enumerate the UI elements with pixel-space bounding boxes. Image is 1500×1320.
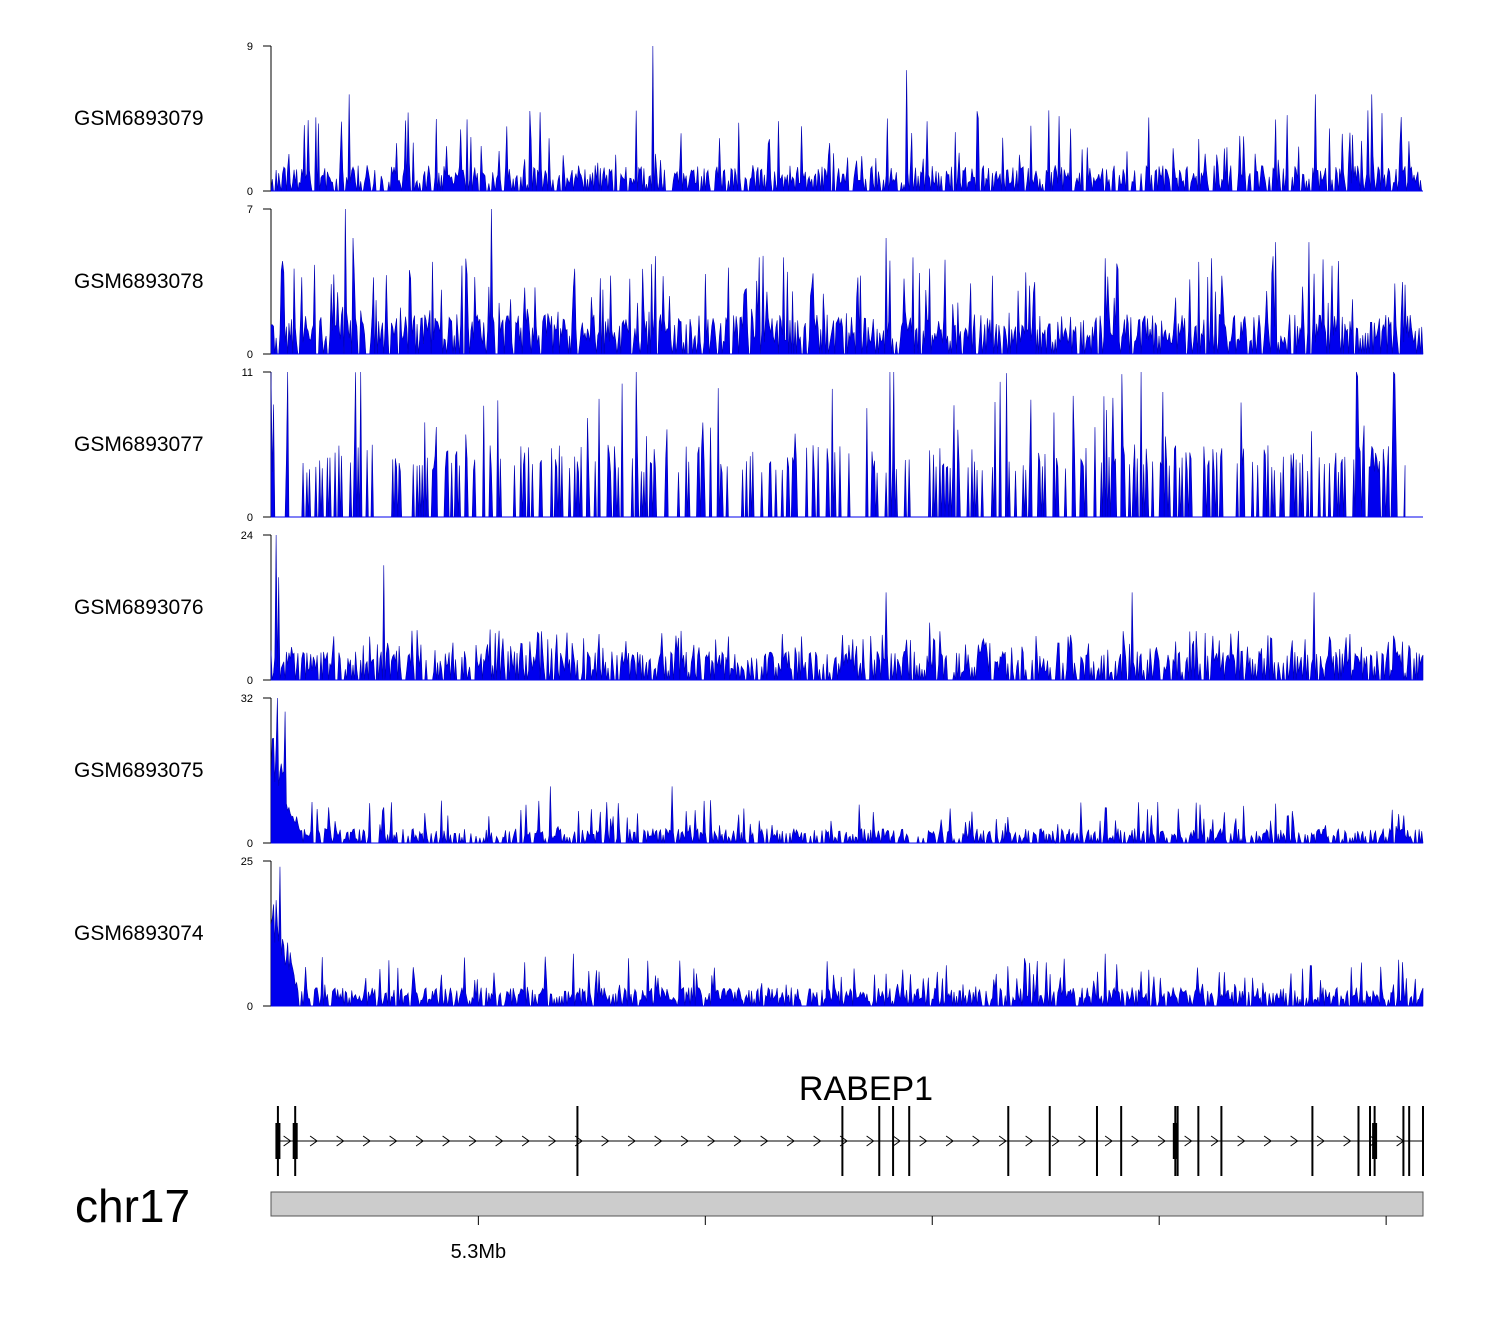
coverage-area xyxy=(270,45,1423,192)
coverage-area xyxy=(270,534,1424,681)
y-tick-label-max: 32 xyxy=(241,693,253,705)
chromosome-ideogram: chr17 xyxy=(75,1180,1424,1232)
y-tick-label-max: 7 xyxy=(247,204,253,216)
strand-arrow xyxy=(1210,1135,1219,1147)
strand-arrow xyxy=(415,1135,424,1147)
strand-arrow xyxy=(1316,1135,1325,1147)
strand-arrow xyxy=(601,1135,610,1147)
strand-arrow xyxy=(442,1135,451,1147)
data-tracks: GSM689307990GSM689307870GSM6893077110GSM… xyxy=(74,41,1424,1013)
strand-arrow xyxy=(1131,1135,1140,1147)
track-GSM6893079: GSM6893079 9 0 xyxy=(74,41,1423,198)
coding-exon xyxy=(1172,1123,1178,1159)
track-GSM6893075: GSM6893075 32 0 xyxy=(74,693,1424,850)
strand-arrow xyxy=(1078,1135,1087,1147)
strand-arrow xyxy=(945,1135,954,1147)
track-label: GSM6893076 xyxy=(74,596,204,619)
strand-arrow xyxy=(548,1135,557,1147)
x-tick-label: 5.3Mb xyxy=(451,1241,507,1263)
coverage-area xyxy=(270,866,1424,1007)
coding-exon xyxy=(292,1123,298,1159)
strand-arrow xyxy=(1184,1135,1193,1147)
y-tick-label-min: 0 xyxy=(247,512,253,524)
y-tick-label-min: 0 xyxy=(247,349,253,361)
y-tick-label-min: 0 xyxy=(247,675,253,687)
strand-arrow xyxy=(892,1135,901,1147)
strand-arrow xyxy=(1237,1135,1246,1147)
y-tick-label-min: 0 xyxy=(247,1001,253,1013)
strand-arrow xyxy=(468,1135,477,1147)
strand-arrow xyxy=(521,1135,530,1147)
track-GSM6893078: GSM6893078 7 0 xyxy=(74,204,1424,361)
y-tick-label-max: 25 xyxy=(241,856,253,868)
strand-arrow xyxy=(1025,1135,1034,1147)
strand-arrow xyxy=(654,1135,663,1147)
strand-arrow xyxy=(1343,1135,1352,1147)
coverage-area xyxy=(270,208,1424,355)
strand-arrow xyxy=(495,1135,504,1147)
strand-arrow xyxy=(680,1135,689,1147)
strand-arrow xyxy=(1157,1135,1166,1147)
track-label: GSM6893077 xyxy=(74,433,204,456)
strand-arrow xyxy=(707,1135,716,1147)
track-GSM6893077: GSM6893077 11 0 xyxy=(74,367,1423,524)
strand-arrow xyxy=(919,1135,928,1147)
ideogram-bar xyxy=(270,1191,1424,1217)
gene-track: RABEP1 xyxy=(275,1070,1424,1176)
strand-arrow xyxy=(362,1135,371,1147)
strand-arrow xyxy=(998,1135,1007,1147)
strand-arrow xyxy=(1104,1135,1113,1147)
strand-arrow xyxy=(813,1135,822,1147)
track-label: GSM6893079 xyxy=(74,107,204,130)
strand-arrow xyxy=(336,1135,345,1147)
track-GSM6893076: GSM6893076 24 0 xyxy=(74,530,1424,687)
strand-arrow xyxy=(389,1135,398,1147)
strand-arrow xyxy=(1290,1135,1299,1147)
y-tick-label-max: 24 xyxy=(241,530,253,542)
gene-label: RABEP1 xyxy=(799,1070,933,1108)
strand-arrow xyxy=(309,1135,318,1147)
strand-arrow xyxy=(627,1135,636,1147)
track-label: GSM6893074 xyxy=(74,922,204,945)
strand-arrow xyxy=(786,1135,795,1147)
chromosome-label: chr17 xyxy=(75,1180,190,1232)
y-tick-label-min: 0 xyxy=(247,838,253,850)
coverage-area xyxy=(270,371,1406,518)
track-label: GSM6893078 xyxy=(74,270,204,293)
strand-arrow xyxy=(866,1135,875,1147)
strand-arrow xyxy=(1263,1135,1272,1147)
y-tick-label-min: 0 xyxy=(247,186,253,198)
genomic-axis: 5.3Mb xyxy=(451,1216,1387,1263)
strand-arrow xyxy=(733,1135,742,1147)
coding-exon xyxy=(1372,1123,1378,1159)
strand-arrow xyxy=(760,1135,769,1147)
strand-arrow xyxy=(972,1135,981,1147)
y-tick-label-max: 11 xyxy=(242,367,253,379)
coverage-area xyxy=(270,697,1424,845)
track-GSM6893074: GSM6893074 25 0 xyxy=(74,856,1424,1013)
y-tick-label-max: 9 xyxy=(247,41,253,53)
strand-arrow xyxy=(283,1135,292,1147)
coding-exon xyxy=(275,1123,281,1159)
strand-arrow xyxy=(1051,1135,1060,1147)
track-label: GSM6893075 xyxy=(74,759,204,782)
